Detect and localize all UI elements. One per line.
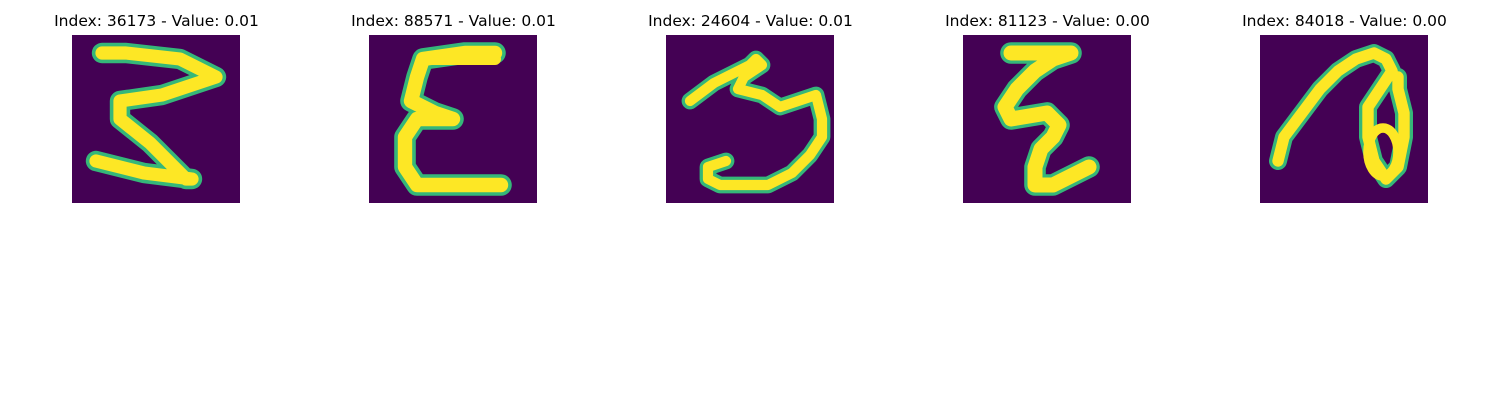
digit-panel-2: Index: 88571 - Value: 0.01	[305, 0, 602, 210]
digit-panel-1: Index: 36173 - Value: 0.01	[8, 0, 305, 210]
digit-image	[1260, 35, 1428, 203]
digit-image	[369, 35, 537, 203]
digit-panel-4: Index: 81123 - Value: 0.00	[899, 0, 1196, 210]
panel-title: Index: 24604 - Value: 0.01	[648, 12, 853, 30]
digit-panel-5: Index: 84018 - Value: 0.00	[1196, 0, 1493, 210]
panel-title: Index: 88571 - Value: 0.01	[351, 12, 556, 30]
digit-panel-3: Index: 24604 - Value: 0.01	[602, 0, 899, 210]
panel-title: Index: 84018 - Value: 0.00	[1242, 12, 1447, 30]
panel-title: Index: 81123 - Value: 0.00	[945, 12, 1150, 30]
digit-image	[963, 35, 1131, 203]
digit-image	[666, 35, 834, 203]
panel-title: Index: 36173 - Value: 0.01	[54, 12, 259, 30]
digit-image	[72, 35, 240, 203]
